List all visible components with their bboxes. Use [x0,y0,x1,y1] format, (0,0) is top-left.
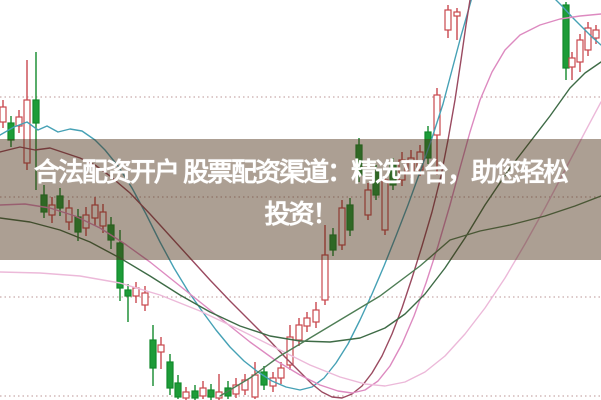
candle [132,282,140,303]
candle [398,152,406,186]
candle [312,302,320,328]
candle [329,228,337,256]
candle [7,116,15,147]
candle [389,158,397,190]
candle [381,175,389,235]
ma-fast-teal-line [0,0,601,391]
candle [191,385,199,400]
candle [199,381,207,399]
ma-slow-green-line [219,195,601,397]
candle [40,185,48,218]
candle [157,337,165,369]
candle [277,362,285,384]
candle [241,374,249,395]
candle [295,318,303,346]
candle [207,384,215,400]
candle [182,387,190,400]
candle [15,110,23,133]
candle [346,198,354,236]
candle [562,2,570,80]
promo-banner-overlay: 合法配资开户 股票配资渠道：精选平台，助您轻松 投资！ [0,139,601,260]
candle [23,60,31,170]
ma-orchid-line [0,13,601,394]
candle [444,5,452,38]
ma-light-pink-line [0,101,601,387]
candle [372,165,380,200]
candle [91,197,99,226]
candle [424,126,432,164]
candle [99,204,107,233]
candle [364,183,372,220]
candle [584,22,592,56]
candle [355,138,363,182]
ma-maroon-line [0,0,471,399]
candle [166,354,174,395]
promo-text-line1: 合法配资开户 股票配资渠道：精选平台，助您轻松 [33,157,569,187]
candle [149,325,157,386]
candle [568,52,576,80]
candle [0,100,7,128]
ma-dark-green-line [0,61,601,343]
candle [407,150,415,178]
candle [321,225,329,305]
candle [32,52,40,190]
candle [338,200,346,250]
candle [576,34,584,72]
candle [174,375,182,399]
candle [232,378,240,398]
promo-text-line2: 投资！ [264,199,338,229]
candle [453,8,461,40]
candle [303,312,311,332]
candle [116,230,124,301]
candle [124,284,132,322]
